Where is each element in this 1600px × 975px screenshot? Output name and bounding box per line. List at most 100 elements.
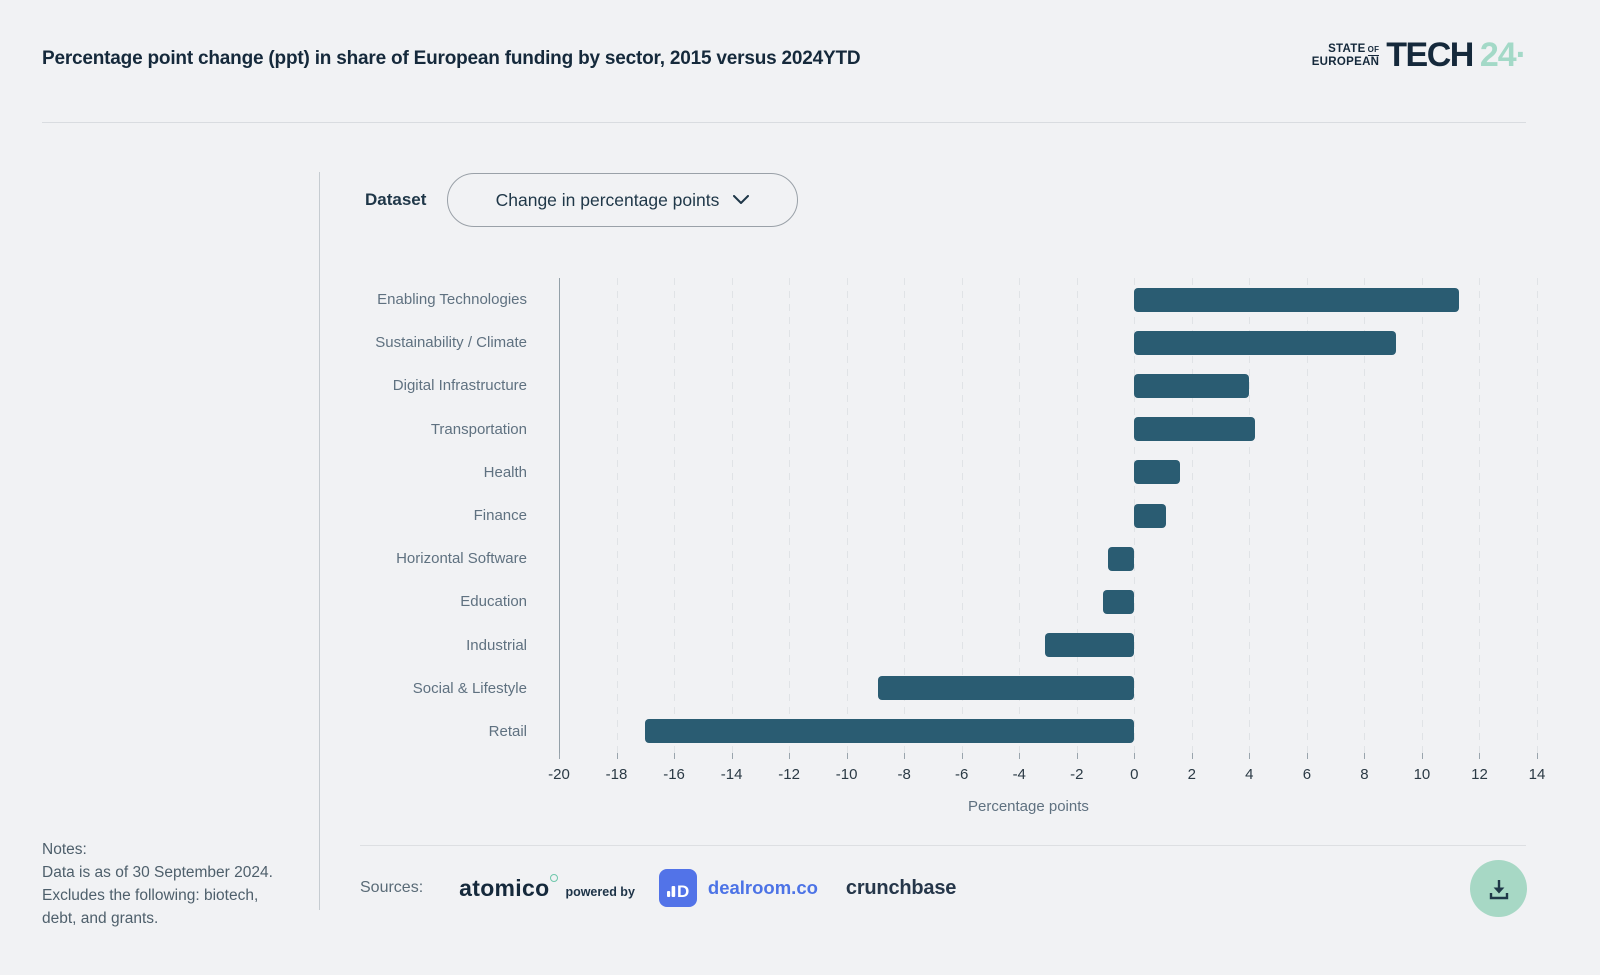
x-tick [1364, 753, 1366, 759]
download-icon [1489, 879, 1508, 899]
x-tick-label: 6 [1302, 766, 1312, 783]
gridline [1306, 278, 1308, 753]
bar-row [559, 321, 1537, 364]
bar-retail[interactable] [645, 719, 1135, 744]
logo-year-24: 24· [1479, 36, 1527, 74]
x-tick [789, 753, 791, 759]
x-tick [1249, 753, 1251, 759]
notes-block: Notes: Data is as of 30 September 2024. … [42, 838, 273, 930]
notes-line: Excludes the following: biotech, [42, 887, 259, 904]
gridline [789, 278, 791, 753]
x-tick [961, 753, 963, 759]
notes-heading: Notes: [42, 841, 87, 858]
category-label: Retail [488, 722, 527, 740]
x-tick [1421, 753, 1423, 759]
x-tick-label: -20 [548, 766, 570, 783]
chevron-down-icon [733, 195, 750, 204]
x-tick-label: -14 [720, 766, 743, 783]
x-tick-label: -4 [1012, 766, 1026, 783]
x-tick-label: -12 [778, 766, 800, 783]
x-tick-label: 4 [1245, 766, 1254, 783]
bar-horizontal-software[interactable] [1108, 546, 1135, 571]
bar-row [559, 408, 1537, 451]
bar-sustainability-climate[interactable] [1134, 330, 1397, 355]
bar-finance[interactable] [1134, 503, 1166, 528]
dataset-label: Dataset [365, 190, 427, 209]
x-tick [1076, 753, 1078, 759]
download-button[interactable] [1470, 860, 1527, 917]
sources-row: Sources: atomico powered by D dealroom.c… [360, 862, 956, 914]
page-title: Percentage point change (ppt) in share o… [42, 48, 861, 69]
bar-enabling-technologies[interactable] [1134, 287, 1460, 312]
x-tick [1019, 753, 1021, 759]
bar-health[interactable] [1134, 460, 1181, 485]
bar-education[interactable] [1102, 589, 1135, 614]
x-tick [731, 753, 733, 759]
x-tick-label: 8 [1360, 766, 1369, 783]
x-tick [1191, 753, 1193, 759]
sources-label: Sources: [360, 879, 424, 896]
x-tick [1479, 753, 1481, 759]
gridline [1537, 278, 1538, 753]
category-label: Education [460, 593, 527, 611]
category-label: Finance [473, 507, 527, 525]
header-divider [42, 122, 1526, 123]
dataset-dropdown[interactable]: Change in percentage points [447, 173, 798, 227]
bar-industrial[interactable] [1045, 633, 1135, 658]
gridline [1249, 278, 1251, 753]
y-axis-line [559, 278, 560, 753]
category-label: Transportation [430, 420, 527, 438]
x-tick-label: 10 [1413, 766, 1431, 783]
gridline [731, 278, 733, 753]
bar-row [559, 278, 1537, 321]
x-tick [904, 753, 906, 759]
gridline [1364, 278, 1366, 753]
bar-row [559, 580, 1537, 623]
gridline [1191, 278, 1193, 753]
gridline [846, 278, 848, 753]
gridline [1479, 278, 1481, 753]
atomico-logo[interactable]: atomico powered by [459, 873, 635, 901]
notes-line: Data is as of 30 September 2024. [42, 864, 273, 881]
x-tick [1537, 753, 1538, 759]
logo-state-of-european: STATE OF EUROPEAN [1311, 42, 1380, 68]
gridline [961, 278, 963, 753]
gridline [1076, 278, 1078, 753]
powered-by-label: powered by [565, 884, 635, 899]
x-tick-label: -10 [835, 766, 858, 783]
x-tick-label: 2 [1187, 766, 1196, 783]
gridline [674, 278, 676, 753]
x-tick-label: -2 [1070, 766, 1084, 783]
category-axis-labels: Enabling Technologies Sustainability / Cl… [280, 278, 527, 753]
x-axis-label: Percentage points [967, 798, 1089, 815]
bar-row [559, 667, 1537, 710]
svg-text:D: D [677, 882, 689, 901]
plot-area: Percentage points -20 -18 -16 -14 -12 -10 -8 -6… [548, 278, 1545, 815]
dealroom-logo[interactable]: D dealroom.co [658, 869, 818, 907]
notes-line: debt, and grants. [42, 910, 159, 927]
bar-transportation[interactable] [1134, 417, 1256, 442]
bar-row [559, 494, 1537, 537]
bar-social-lifestyle[interactable] [878, 676, 1135, 701]
x-tick-label: -16 [663, 766, 685, 783]
bar-row [559, 710, 1537, 753]
bar-row [559, 537, 1537, 580]
category-label: Horizontal Software [396, 550, 527, 568]
state-of-european-tech-logo: STATE OF EUROPEAN TECH 24· [1311, 36, 1527, 74]
category-label: Industrial [466, 636, 527, 654]
crunchbase-logo[interactable]: crunchbase [845, 876, 957, 899]
x-tick [674, 753, 676, 759]
bar-row [559, 451, 1537, 494]
bar-digital-infrastructure[interactable] [1134, 373, 1250, 398]
bar-row [559, 624, 1537, 667]
x-tick-label: -6 [955, 766, 969, 783]
sources-divider [360, 845, 1526, 846]
atomico-ring-icon [550, 873, 559, 882]
x-tick-label: -18 [605, 766, 628, 783]
category-label: Digital Infrastructure [392, 377, 527, 395]
category-label: Health [483, 463, 527, 481]
x-tick-label: 14 [1528, 766, 1546, 783]
gridline [616, 278, 618, 753]
logo-tech-text: TECH [1386, 36, 1474, 74]
x-tick-label: -8 [897, 766, 911, 783]
